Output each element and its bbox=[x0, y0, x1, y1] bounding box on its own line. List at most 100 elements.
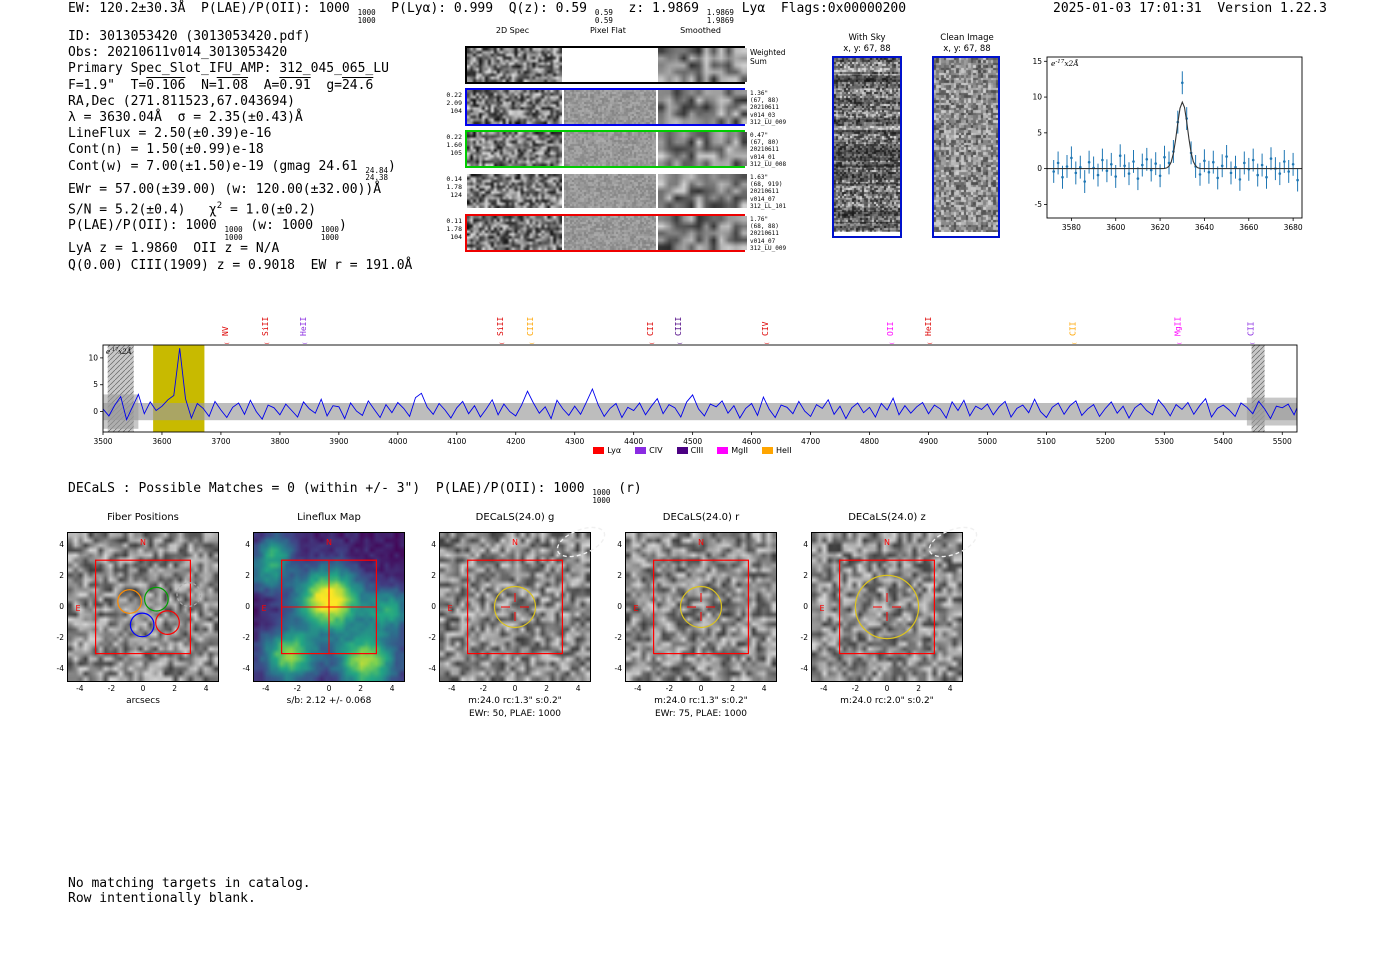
emission-line-label: OII bbox=[886, 321, 895, 336]
data-point bbox=[1291, 163, 1295, 166]
data-point bbox=[1145, 158, 1149, 161]
emission-line-label: MgII bbox=[1173, 317, 1182, 336]
data-point bbox=[1265, 175, 1268, 179]
data-point bbox=[1118, 154, 1122, 157]
emission-line-tick: ( bbox=[265, 342, 271, 345]
data-point bbox=[1123, 164, 1126, 168]
y-tick-label: 2 bbox=[617, 570, 622, 580]
emission-line-tick: ( bbox=[499, 342, 505, 345]
y-tick-label: 4 bbox=[245, 539, 250, 549]
compass-east: E bbox=[261, 604, 266, 613]
legend-item: HeII bbox=[761, 446, 792, 455]
y-tick-label: 2 bbox=[245, 570, 250, 580]
cutout-title: Lineflux Map bbox=[297, 512, 361, 523]
data-point bbox=[1167, 161, 1171, 165]
data-point bbox=[1087, 160, 1091, 164]
svg-text:4000: 4000 bbox=[388, 437, 407, 446]
text-segment: z: 1.9869 bbox=[612, 1, 707, 16]
emission-line-tick: ( bbox=[927, 342, 933, 345]
x-tick-label: 2 bbox=[358, 684, 363, 693]
spec2d-row-stats: 0.22 2.09 104 bbox=[446, 91, 462, 115]
cutout-panel-4: DECaLS(24.0) r N E -4 -4 -2 -2 0 0 2 2 4 4 m:24.0 rc:… bbox=[615, 512, 777, 719]
spectrum-legend: Lyα CIV CIII MgII HeII bbox=[103, 446, 1282, 455]
units-annotation: e-17x2Å bbox=[1051, 59, 1079, 68]
info-line: LineFlux = 2.50(±0.39)e-16 bbox=[68, 126, 412, 142]
extent-box bbox=[653, 559, 750, 655]
footer-notes: No matching targets in catalog. Row inten… bbox=[68, 876, 311, 907]
text-segment: Lyα Flags:0x00000200 bbox=[733, 1, 907, 16]
emission-line-tick: ( bbox=[529, 342, 535, 345]
y-tick-label: 2 bbox=[59, 570, 64, 580]
data-point bbox=[1154, 162, 1157, 165]
y-tick-label: -2 bbox=[428, 633, 436, 643]
svg-text:5400: 5400 bbox=[1214, 437, 1233, 446]
cutout-title: Fiber Positions bbox=[107, 512, 179, 523]
spec2d-pixelflat-image bbox=[564, 216, 656, 250]
x-tick-label: 4 bbox=[575, 684, 581, 693]
svg-text:3600: 3600 bbox=[152, 437, 171, 446]
emission-line-label: CII bbox=[646, 321, 655, 336]
header-summary-line: EW: 120.2±30.3Å P(LAE)/P(OII): 1000 1000… bbox=[68, 1, 906, 24]
data-point bbox=[1061, 175, 1064, 179]
data-point bbox=[1229, 171, 1233, 175]
y-tick-label: -2 bbox=[56, 633, 64, 643]
info-line: P(LAE)/P(OII): 1000 1000 1000 (w: 1000 10… bbox=[68, 218, 412, 241]
data-point bbox=[1083, 180, 1086, 183]
spec2d-pixelflat-image bbox=[564, 174, 656, 208]
y-tick-label: -2 bbox=[800, 633, 808, 643]
data-point bbox=[1234, 165, 1237, 169]
text-segment: ID: 3013053420 (3013053420.pdf) bbox=[68, 29, 311, 44]
footer-line: Row intentionally blank. bbox=[68, 891, 256, 907]
svg-text:5300: 5300 bbox=[1155, 437, 1174, 446]
fiber-circle bbox=[129, 612, 155, 638]
mask-ellipse bbox=[928, 526, 978, 558]
emission-line-label: SiII bbox=[261, 317, 270, 336]
withsky-coords: x, y: 67, 88 bbox=[843, 43, 891, 54]
svg-text:3800: 3800 bbox=[270, 437, 289, 446]
data-point bbox=[1225, 155, 1228, 158]
data-point bbox=[1096, 173, 1100, 177]
emission-line-label: HeII bbox=[924, 317, 933, 336]
decals-header-line: DECaLS : Possible Matches = 0 (within +/… bbox=[68, 481, 642, 504]
info-line: RA,Dec (271.811523,67.043694) bbox=[68, 94, 412, 110]
spec2d-row bbox=[465, 172, 747, 210]
y-tick-label: -4 bbox=[428, 664, 436, 674]
superscript: 2 bbox=[216, 200, 223, 211]
spec2d-smoothed-image bbox=[658, 48, 747, 82]
withsky-image-frame bbox=[832, 56, 902, 238]
emission-line-label: CIII bbox=[526, 317, 535, 336]
svg-text:10: 10 bbox=[1032, 93, 1042, 102]
legend-item: Lyα bbox=[593, 446, 621, 455]
svg-text:5100: 5100 bbox=[1037, 437, 1056, 446]
svg-text:3620: 3620 bbox=[1151, 223, 1170, 232]
x-tick-label: 0 bbox=[326, 684, 332, 693]
data-point bbox=[1132, 160, 1135, 163]
x-tick-label: 2 bbox=[544, 684, 549, 693]
x-tick-label: -4 bbox=[448, 684, 456, 693]
cutout-image bbox=[625, 532, 777, 682]
emission-line-tick: ( bbox=[677, 342, 683, 345]
data-point bbox=[1283, 160, 1286, 163]
text-segment: Cont(n) = 1.50(±0.99)e-18 bbox=[68, 142, 264, 158]
spec2d-row bbox=[465, 130, 747, 168]
text-segment: RA,Dec (271.811523,67.043694) bbox=[68, 93, 295, 109]
spec2d-2d-image bbox=[467, 132, 562, 166]
y-tick-label: -2 bbox=[242, 633, 250, 643]
cutout-caption2: EWr: 75, PLAE: 1000 bbox=[654, 709, 748, 719]
text-segment: P(Lyα): 0.999 Q(z): 0.59 bbox=[375, 1, 595, 16]
y-tick-label: -4 bbox=[242, 664, 250, 674]
x-tick-label: 2 bbox=[916, 684, 921, 693]
info-line: Q(0.00) CIII(1909) z = 0.9018 EW r = 191… bbox=[68, 258, 412, 274]
spec2d-row-meta: 1.76" (68, 88) 20210611 v014_07 312_LU_009 bbox=[750, 216, 787, 252]
emission-line-label: CIV bbox=[761, 321, 770, 336]
withsky-title: With Sky x, y: 67, 88 bbox=[832, 33, 902, 54]
x-tick-label: -2 bbox=[107, 684, 116, 693]
cutout-image bbox=[439, 532, 591, 682]
extent-box bbox=[95, 559, 192, 655]
data-point bbox=[1163, 155, 1166, 159]
data-point bbox=[1065, 165, 1069, 168]
y-tick-label: 4 bbox=[617, 539, 622, 549]
info-line: F=1.9" T=0.106 N=1.08 A=0.91 g=24.6 bbox=[68, 78, 412, 94]
spec2d-row-stats: 0.14 1.78 124 bbox=[446, 175, 462, 199]
compass-east: E bbox=[819, 604, 824, 613]
